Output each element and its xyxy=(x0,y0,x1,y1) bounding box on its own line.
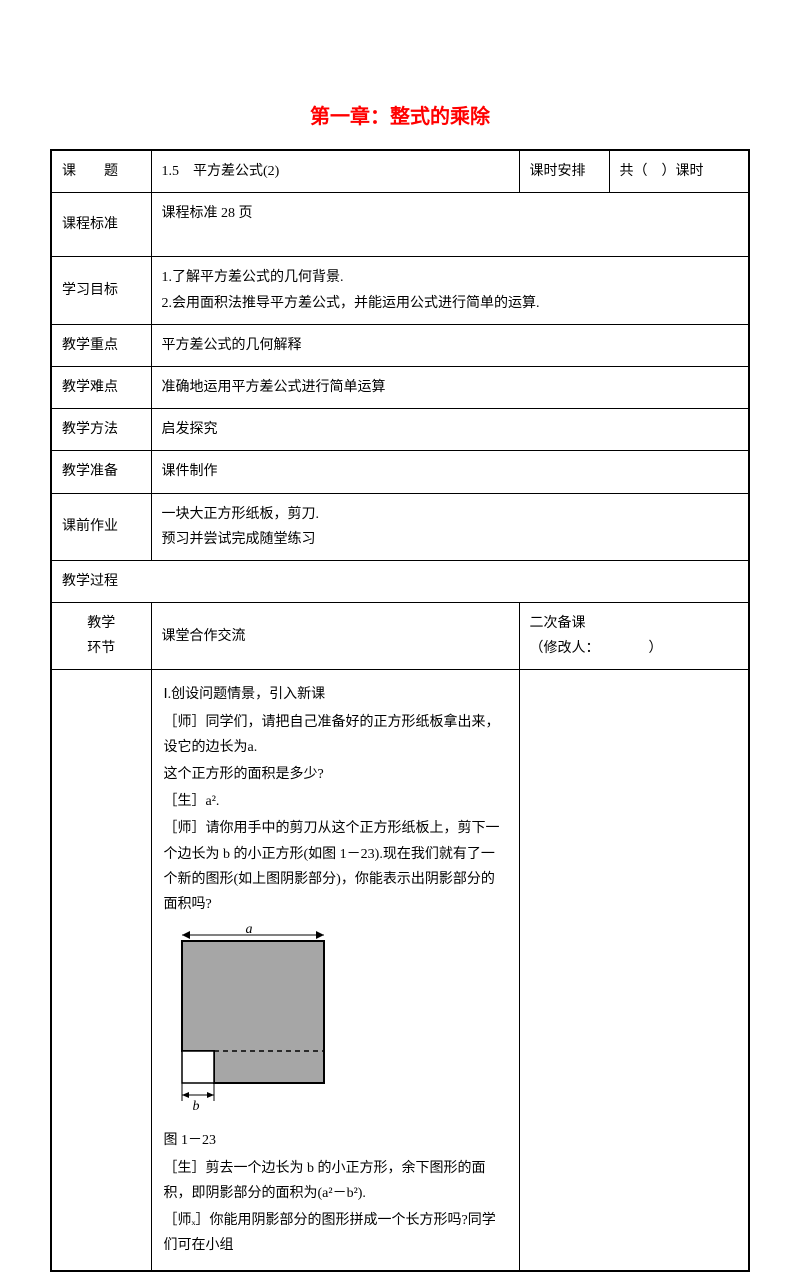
label-schedule: 课时安排 xyxy=(519,150,609,193)
row-lesson-content: Ⅰ.创设问题情景，引入新课 ［师］同学们，请把自己准备好的正方形纸板拿出来，设它… xyxy=(51,670,749,1271)
lesson-plan-table: 课 题 1.5 平方差公式(2) 课时安排 共（ ）课时 课程标准 课程标准 2… xyxy=(50,149,750,1272)
label-topic: 课 题 xyxy=(51,150,151,193)
lesson-body: Ⅰ.创设问题情景，引入新课 ［师］同学们，请把自己准备好的正方形纸板拿出来，设它… xyxy=(151,670,519,1271)
value-goals: 1.了解平方差公式的几何背景. 2.会用面积法推导平方差公式，并能运用公式进行简… xyxy=(151,257,749,324)
row-process-header: 教学过程 xyxy=(51,560,749,602)
value-topic: 1.5 平方差公式(2) xyxy=(151,150,519,193)
label-a: a xyxy=(245,923,252,937)
value-prep: 课件制作 xyxy=(151,451,749,493)
page-title: 第一章：整式的乘除 xyxy=(50,100,750,129)
row-difficulty: 教学难点 准确地运用平方差公式进行简单运算 xyxy=(51,366,749,408)
lp8: ［师ₓ］你能用阴影部分的图形拼成一个长方形吗?同学们可在小组 xyxy=(164,1208,507,1258)
value-method: 启发探究 xyxy=(151,409,749,451)
row-goals: 学习目标 1.了解平方差公式的几何背景. 2.会用面积法推导平方差公式，并能运用… xyxy=(51,257,749,324)
value-schedule: 共（ ）课时 xyxy=(609,150,749,193)
revision-empty xyxy=(519,670,749,1271)
square-diagram: a b xyxy=(164,923,507,1122)
row-standard: 课程标准 课程标准 28 页 xyxy=(51,193,749,257)
env-l2: 环节 xyxy=(56,636,147,661)
row-keypoint: 教学重点 平方差公式的几何解释 xyxy=(51,324,749,366)
row-prep: 教学准备 课件制作 xyxy=(51,451,749,493)
value-standard: 课程标准 28 页 xyxy=(151,193,749,257)
row-topic: 课 题 1.5 平方差公式(2) 课时安排 共（ ）课时 xyxy=(51,150,749,193)
rev-l2: （修改人： ） xyxy=(530,636,739,661)
label-b: b xyxy=(192,1099,199,1113)
label-method: 教学方法 xyxy=(51,409,151,451)
row-homework: 课前作业 一块大正方形纸板，剪刀. 预习并尝试完成随堂练习 xyxy=(51,493,749,560)
homework-1: 一块大正方形纸板，剪刀. xyxy=(162,502,739,527)
label-coop: 课堂合作交流 xyxy=(151,603,519,670)
label-env: 教学 环节 xyxy=(51,603,151,670)
lp3: 这个正方形的面积是多少? xyxy=(164,762,507,787)
label-homework: 课前作业 xyxy=(51,493,151,560)
label-process: 教学过程 xyxy=(51,560,749,602)
label-goals: 学习目标 xyxy=(51,257,151,324)
lp6: 图 1－23 xyxy=(164,1128,507,1153)
lp1: Ⅰ.创设问题情景，引入新课 xyxy=(164,682,507,707)
env-l1: 教学 xyxy=(56,611,147,636)
diagram-svg: a b xyxy=(164,923,344,1113)
value-difficulty: 准确地运用平方差公式进行简单运算 xyxy=(151,366,749,408)
lp5: ［师］请你用手中的剪刀从这个正方形纸板上，剪下一个边长为 b 的小正方形(如图 … xyxy=(164,816,507,917)
lp4: ［生］a². xyxy=(164,789,507,814)
value-keypoint: 平方差公式的几何解释 xyxy=(151,324,749,366)
env-empty xyxy=(51,670,151,1271)
label-keypoint: 教学重点 xyxy=(51,324,151,366)
goal-1: 1.了解平方差公式的几何背景. xyxy=(162,265,739,290)
goal-2: 2.会用面积法推导平方差公式，并能运用公式进行简单的运算. xyxy=(162,291,739,316)
label-standard: 课程标准 xyxy=(51,193,151,257)
lp7: ［生］剪去一个边长为 b 的小正方形，余下图形的面积，即阴影部分的面积为(a²－… xyxy=(164,1156,507,1206)
homework-2: 预习并尝试完成随堂练习 xyxy=(162,527,739,552)
row-subheader: 教学 环节 课堂合作交流 二次备课 （修改人： ） xyxy=(51,603,749,670)
label-revision: 二次备课 （修改人： ） xyxy=(519,603,749,670)
label-difficulty: 教学难点 xyxy=(51,366,151,408)
value-homework: 一块大正方形纸板，剪刀. 预习并尝试完成随堂练习 xyxy=(151,493,749,560)
rev-l1: 二次备课 xyxy=(530,611,739,636)
row-method: 教学方法 启发探究 xyxy=(51,409,749,451)
lp2: ［师］同学们，请把自己准备好的正方形纸板拿出来，设它的边长为a. xyxy=(164,710,507,760)
label-prep: 教学准备 xyxy=(51,451,151,493)
